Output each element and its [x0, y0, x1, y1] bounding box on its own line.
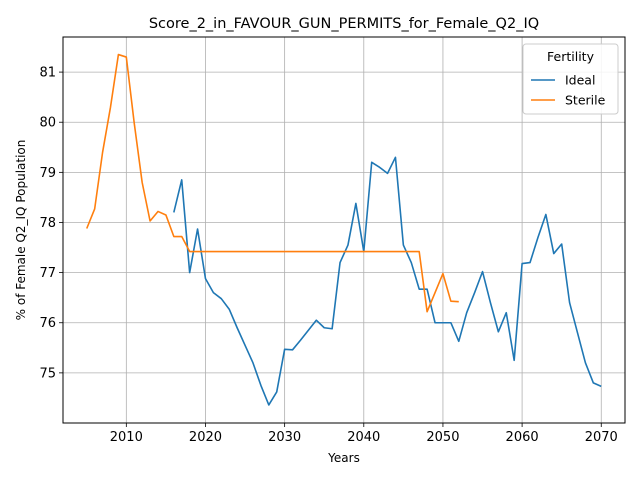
x-tick-label: 2020 [189, 430, 222, 445]
series-lines [86, 53, 602, 406]
x-tick-label: 2060 [506, 430, 539, 445]
x-tick-label: 2010 [110, 430, 143, 445]
y-tick-label: 81 [39, 66, 56, 81]
legend-label-ideal: Ideal [565, 73, 595, 88]
legend-box [522, 43, 619, 115]
plot-frame [62, 36, 626, 424]
legend-title: Fertility [547, 49, 595, 64]
series-line-ideal [173, 156, 602, 406]
legend-label-sterile: Sterile [565, 93, 606, 108]
series-line-sterile [86, 53, 459, 313]
y-tick-label: 76 [39, 316, 56, 331]
x-tick-label: 2050 [426, 430, 459, 445]
y-axis-label: % of Female Q2_IQ Population [14, 140, 28, 321]
y-tick-label: 75 [39, 366, 56, 381]
legend: Fertility Ideal Sterile [522, 43, 619, 115]
y-tick-label: 78 [39, 216, 56, 231]
grid-lines [63, 37, 625, 423]
axis-ticks: 2010 2020 2030 2040 2050 2060 2070 75 76 77 78 79 80… [39, 66, 617, 445]
y-tick-label: 77 [39, 266, 56, 281]
y-tick-label: 80 [39, 116, 56, 131]
chart-title: Score_2_in_FAVOUR_GUN_PERMITS_for_Female… [149, 16, 539, 32]
y-tick-label: 79 [39, 166, 56, 181]
x-axis-label: Years [327, 451, 360, 465]
x-tick-label: 2040 [347, 430, 380, 445]
x-tick-label: 2070 [585, 430, 618, 445]
x-tick-label: 2030 [268, 430, 301, 445]
